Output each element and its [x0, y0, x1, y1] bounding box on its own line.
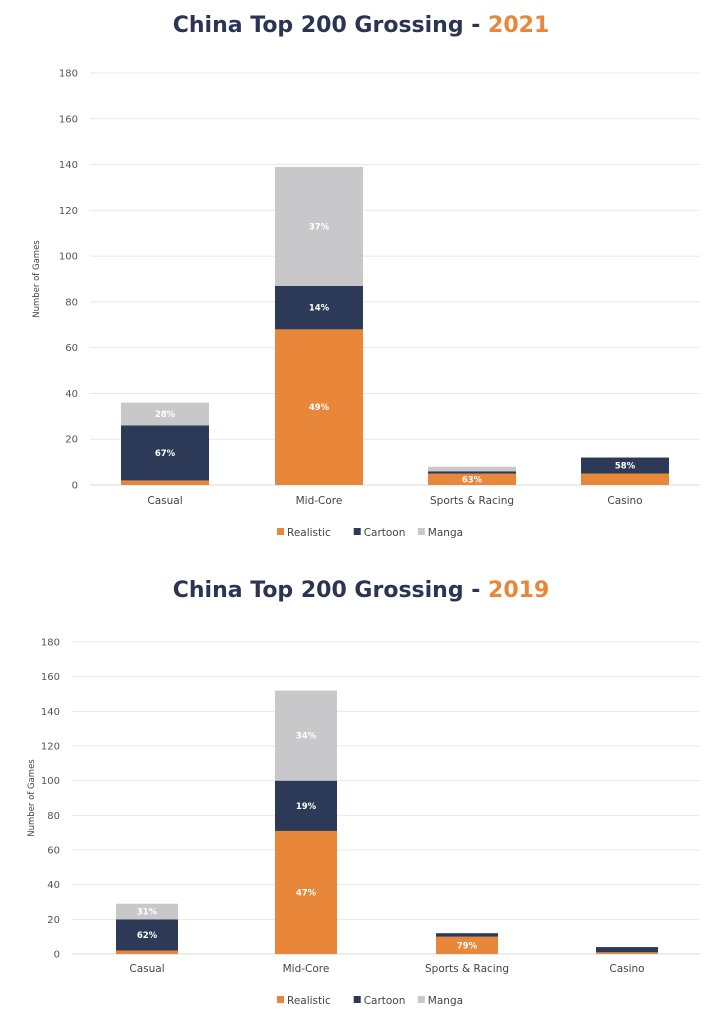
legend-swatch [417, 996, 425, 1003]
chart-2019: China Top 200 Grossing - 2019 0 20 40 60 80 10… [27, 578, 700, 1007]
y-tick-label: 20 [47, 915, 60, 926]
chart-title: China Top 200 Grossing - 2021 [173, 13, 550, 38]
x-tick-label: Mid-Core [296, 495, 343, 507]
bar-realistic-casual [121, 480, 209, 485]
y-tick-label: 0 [72, 481, 78, 492]
bar-manga-mid-core [275, 690, 337, 781]
y-tick-label: 120 [59, 206, 78, 217]
data-label: 28% [155, 410, 176, 420]
y-tick-label: 160 [41, 672, 60, 683]
bar-cartoon-casual [121, 425, 209, 481]
y-axis-label: Number of Games [27, 759, 37, 837]
y-tick-label: 100 [41, 776, 60, 787]
legend-label: Realistic [287, 527, 331, 539]
y-tick-label: 60 [47, 846, 60, 857]
bar-realistic-casino [581, 473, 669, 485]
bar-manga-sports-racing [428, 466, 516, 472]
data-label: 63% [462, 475, 483, 485]
legend: Realistic Cartoon Manga [277, 995, 463, 1007]
y-tick-label: 40 [47, 880, 60, 891]
y-tick-label: 160 [59, 114, 78, 125]
bar-realistic-casual [116, 950, 178, 954]
chart-2021: China Top 200 Grossing - 2021 0 20 40 60 80 10… [32, 13, 700, 539]
x-tick-label: Mid-Core [283, 963, 330, 975]
y-tick-label: 40 [65, 389, 78, 400]
y-tick-label: 20 [65, 435, 78, 446]
legend-label: Manga [428, 527, 463, 539]
title-year: 2019 [488, 578, 549, 603]
data-label: 62% [137, 931, 158, 941]
bar-cartoon-casino [596, 947, 658, 953]
bar-realistic-casino [596, 952, 658, 954]
bar-realistic-sports-racing [436, 936, 498, 954]
y-tick-label: 60 [65, 343, 78, 354]
title-prefix: China Top 200 Grossing - [173, 13, 488, 38]
bar-cartoon-mid-core [275, 780, 337, 831]
bar-manga-casual [116, 903, 178, 920]
legend-label: Realistic [287, 995, 331, 1007]
bar-realistic-mid-core [275, 329, 363, 485]
data-label: 67% [155, 449, 176, 459]
x-tick-label: Casual [129, 963, 164, 975]
legend-swatch [353, 996, 361, 1003]
data-label: 37% [309, 222, 330, 232]
x-tick-label: Casino [609, 963, 644, 975]
legend-label: Cartoon [364, 527, 406, 539]
legend: Realistic Cartoon Manga [277, 527, 463, 539]
data-label: 49% [309, 403, 330, 413]
y-tick-label: 180 [41, 638, 60, 649]
y-tick-label: 80 [65, 297, 78, 308]
bar-manga-mid-core [275, 166, 363, 286]
legend-label: Cartoon [364, 995, 406, 1007]
legend-label: Manga [428, 995, 463, 1007]
x-tick-label: Sports & Racing [430, 495, 514, 507]
y-tick-label: 120 [41, 742, 60, 753]
legend-swatch [277, 528, 284, 535]
y-tick-label: 140 [41, 707, 60, 718]
bar-realistic-mid-core [275, 830, 337, 954]
data-label: 34% [296, 732, 317, 742]
y-tick-label: 0 [54, 950, 60, 961]
y-axis-label: Number of Games [32, 240, 42, 318]
data-label: 79% [457, 941, 478, 951]
bar-cartoon-mid-core [275, 285, 363, 330]
bar-realistic-sports-racing [428, 473, 516, 485]
bar-manga-casual [121, 402, 209, 426]
legend-swatch [417, 528, 425, 535]
title-prefix: China Top 200 Grossing - [173, 578, 488, 603]
data-label: 14% [309, 304, 330, 314]
data-label: 58% [615, 462, 636, 472]
y-tick-label: 140 [59, 160, 78, 171]
bar-cartoon-sports-racing [436, 933, 498, 937]
legend-swatch [277, 996, 284, 1003]
x-tick-label: Casual [147, 495, 182, 507]
chart-title: China Top 200 Grossing - 2019 [173, 578, 550, 603]
legend-swatch [353, 528, 361, 535]
data-label: 19% [296, 802, 317, 812]
bar-cartoon-casual [116, 919, 178, 951]
title-year: 2021 [488, 13, 549, 38]
x-tick-label: Casino [607, 495, 642, 507]
data-label: 47% [296, 888, 317, 898]
y-tick-label: 180 [59, 69, 78, 80]
y-tick-label: 100 [59, 252, 78, 263]
data-label: 31% [137, 908, 158, 918]
x-tick-label: Sports & Racing [425, 963, 509, 975]
bar-cartoon-sports-racing [428, 471, 516, 474]
bar-cartoon-casino [581, 457, 669, 474]
y-tick-label: 80 [47, 811, 60, 822]
